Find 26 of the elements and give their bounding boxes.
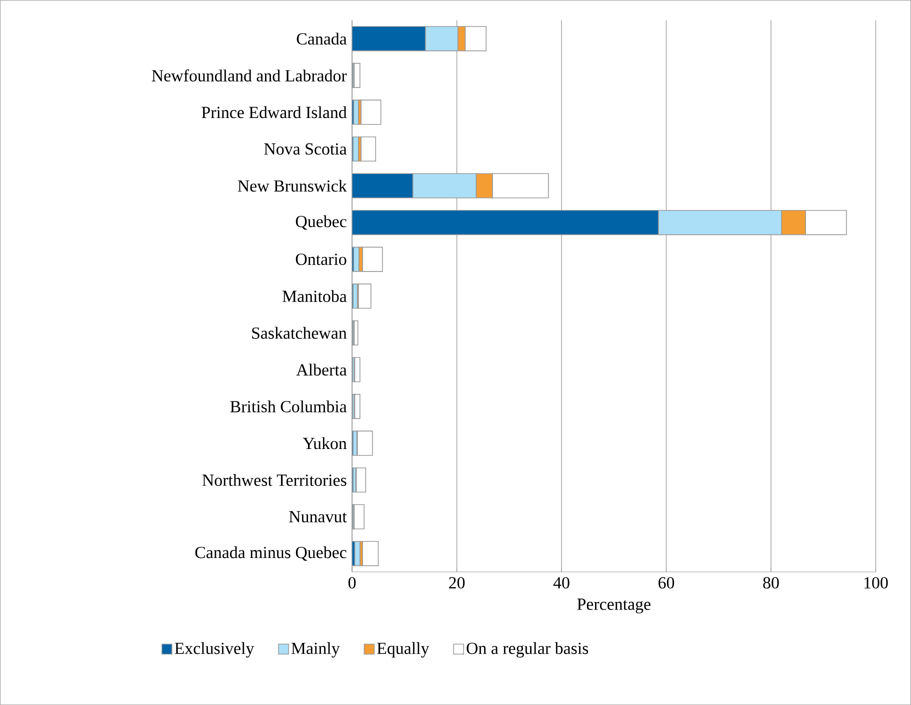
legend-label: On a regular basis xyxy=(466,642,588,658)
y-tick-label: Alberta xyxy=(296,364,347,376)
y-tick-label: Manitoba xyxy=(282,290,347,302)
x-tick-label: 80 xyxy=(763,577,779,588)
y-tick-label: Prince Edward Island xyxy=(202,106,347,118)
y-tick-label: British Columbia xyxy=(230,400,347,412)
x-tick-label: 40 xyxy=(553,577,570,588)
y-tick-label: Nova Scotia xyxy=(264,143,347,155)
x-tick-label: 20 xyxy=(449,577,465,588)
legend-label: Mainly xyxy=(291,642,340,658)
y-tick-label: Newfoundland and Labrador xyxy=(152,69,347,82)
x-axis-title: Percentage xyxy=(577,598,650,614)
y-tick-label: New Brunswick xyxy=(238,180,347,192)
y-tick-label: Canada xyxy=(296,32,347,45)
x-tick-label: 60 xyxy=(658,577,674,588)
legend-label: Equally xyxy=(377,642,430,658)
y-tick-label: Quebec xyxy=(296,215,346,230)
y-tick-label: Yukon xyxy=(302,437,347,450)
y-tick-label: Ontario xyxy=(296,254,346,265)
x-tick-label: 100 xyxy=(864,577,888,588)
y-tick-label: Northwest Territories xyxy=(202,474,346,486)
x-tick-label: 0 xyxy=(348,577,356,588)
y-tick-label: Canada minus Quebec xyxy=(195,546,346,561)
y-tick-label: Saskatchewan xyxy=(252,326,347,339)
legend-label: Exclusively xyxy=(174,642,254,658)
y-tick-label: Nunavut xyxy=(289,511,347,522)
